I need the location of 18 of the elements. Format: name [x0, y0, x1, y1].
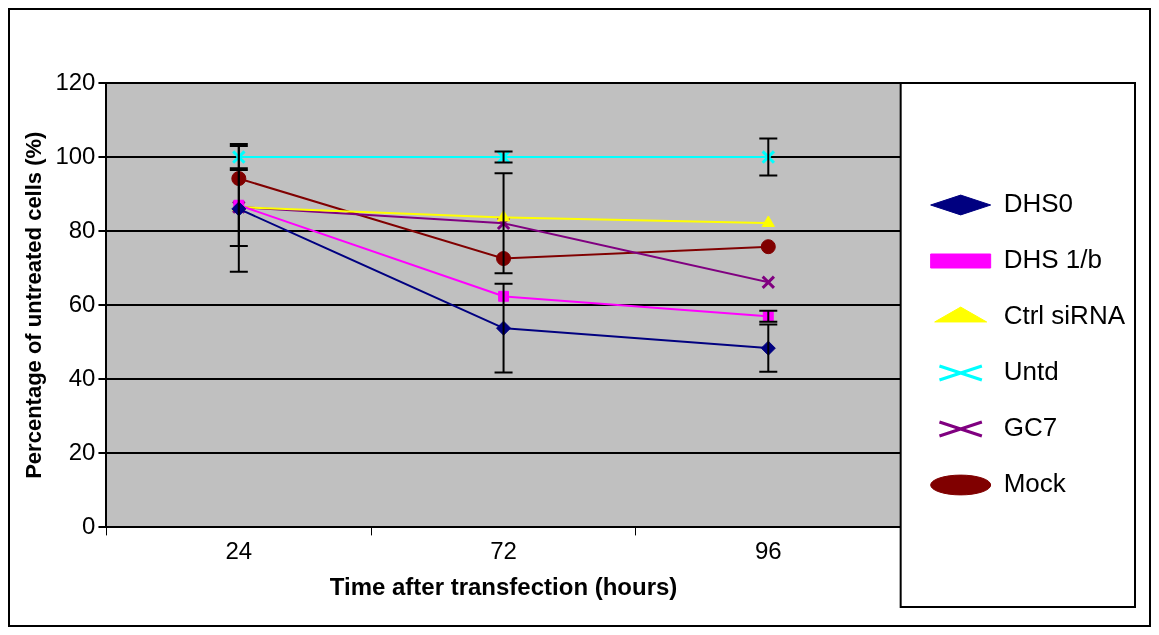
x-axis-title: Time after transfection (hours) — [329, 573, 678, 601]
legend-label: Mock — [1003, 468, 1067, 499]
y-tick-label: 120 — [55, 67, 96, 95]
legend-label: DHS 1/b — [1003, 244, 1102, 275]
y-tick-label: 60 — [68, 289, 96, 317]
legend-label: DHS0 — [1003, 188, 1074, 219]
x-tick-label: 24 — [225, 537, 253, 565]
legend-label: Ctrl siRNA — [1003, 300, 1126, 331]
y-tick-label: 40 — [68, 363, 96, 391]
x-tick-label: 72 — [490, 537, 517, 565]
y-axis-title: Percentage of untreated cells (%) — [21, 131, 47, 479]
y-tick-label: 80 — [68, 215, 96, 243]
legend-label: GC7 — [1003, 412, 1058, 443]
x-tick-label: 96 — [754, 537, 782, 565]
y-tick-label: 100 — [55, 141, 96, 169]
legend-label: Untd — [1003, 356, 1059, 387]
y-tick-label: 20 — [68, 437, 96, 465]
y-tick-label: 0 — [82, 512, 96, 540]
